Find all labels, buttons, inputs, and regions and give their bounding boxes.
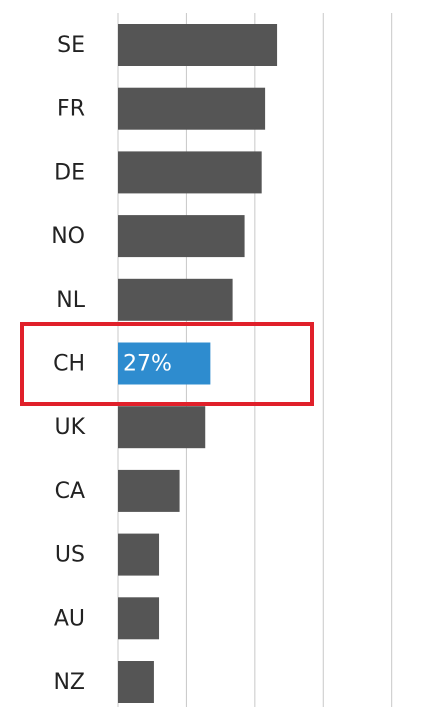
bar xyxy=(118,24,278,66)
highlight-box xyxy=(20,322,314,406)
bar xyxy=(118,278,233,321)
value-label: 27% xyxy=(123,352,172,377)
category-label: CA xyxy=(55,479,85,504)
bar xyxy=(118,661,154,703)
category-label: CH xyxy=(53,352,85,377)
bar xyxy=(118,342,211,385)
bar xyxy=(118,151,262,194)
category-label: US xyxy=(55,543,85,568)
bars: SE FR DE NO NL CH 27% UK CA US AU NZ xyxy=(51,24,278,703)
category-label: NL xyxy=(56,288,85,313)
category-label: NO xyxy=(51,224,85,249)
category-label: NZ xyxy=(53,670,85,695)
category-label: UK xyxy=(54,415,85,440)
category-label: DE xyxy=(54,160,85,185)
bar xyxy=(118,533,160,576)
bar xyxy=(118,87,266,130)
bar xyxy=(118,597,160,640)
category-label: AU xyxy=(54,606,85,631)
bar xyxy=(118,406,206,449)
bar xyxy=(118,469,180,512)
bar xyxy=(118,215,245,258)
category-label: SE xyxy=(57,33,85,58)
category-label: FR xyxy=(57,97,85,122)
